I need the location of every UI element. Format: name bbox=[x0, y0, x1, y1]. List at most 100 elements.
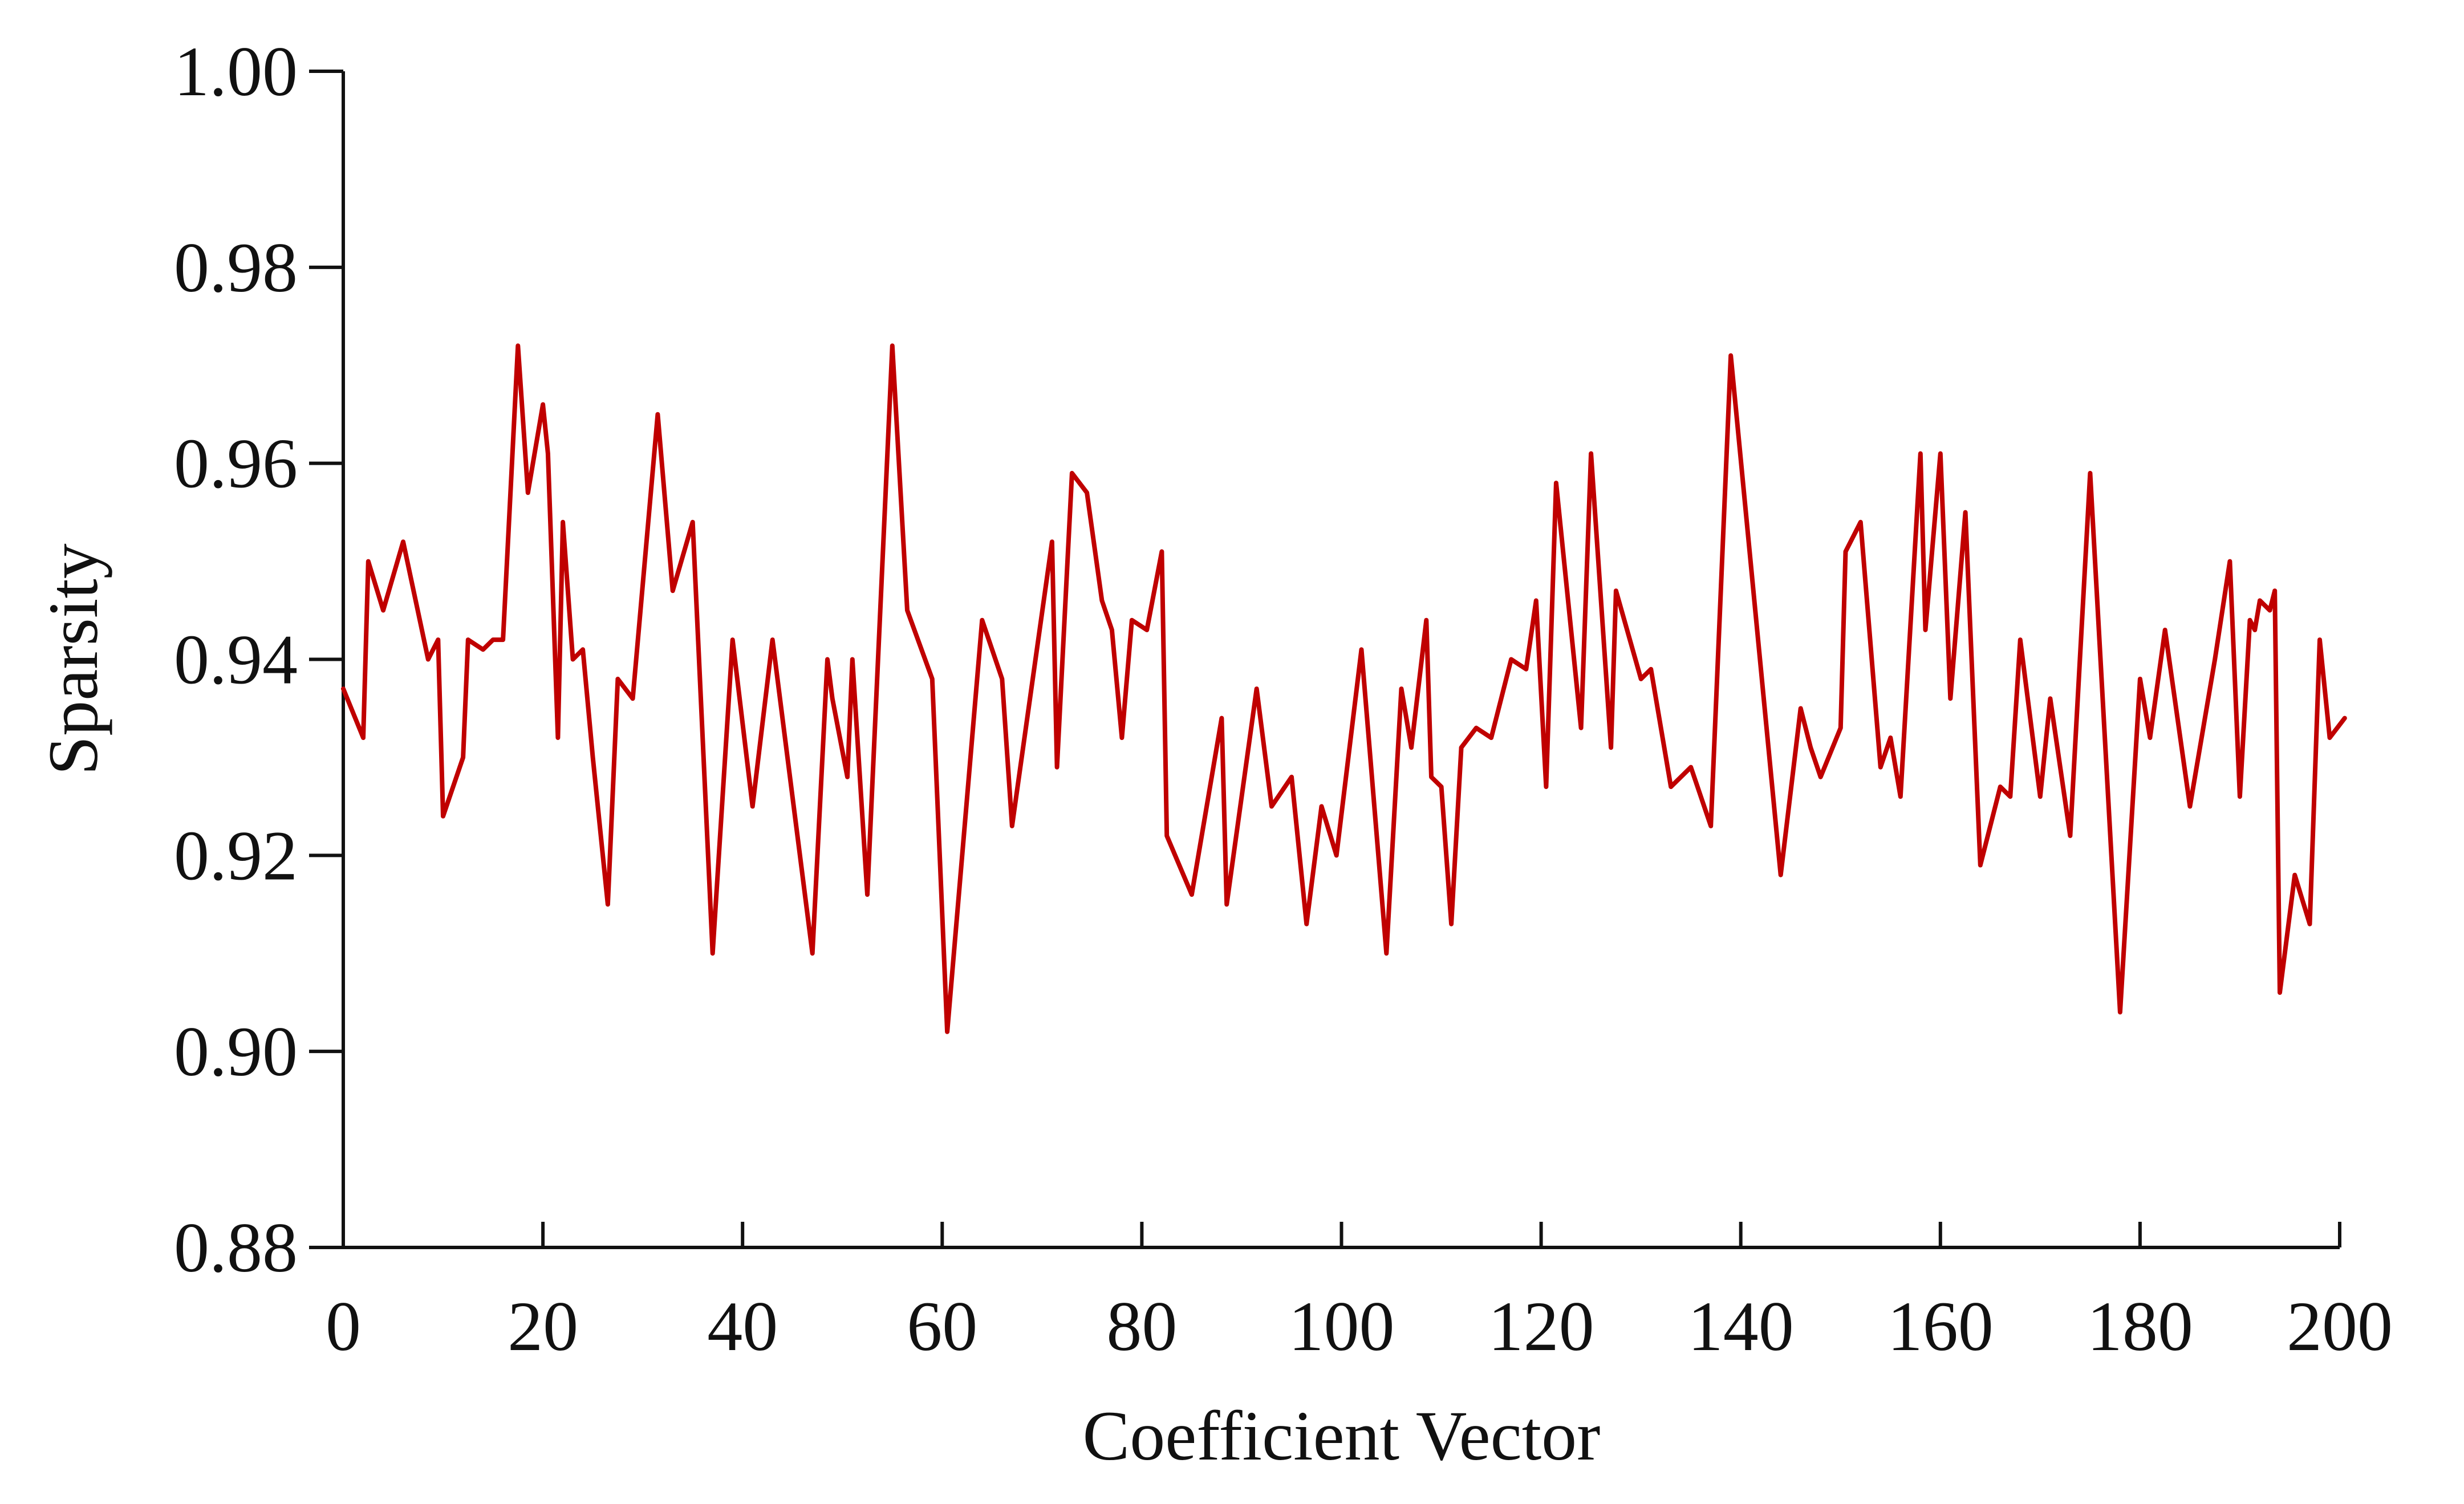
data-point bbox=[546, 452, 550, 456]
data-point bbox=[501, 638, 505, 642]
data-point bbox=[1320, 804, 1324, 808]
data-point bbox=[2008, 795, 2012, 799]
data-point bbox=[1450, 922, 1454, 926]
data-point bbox=[1689, 765, 1693, 769]
x-tick-label: 160 bbox=[1887, 1287, 1994, 1365]
data-point bbox=[1649, 667, 1653, 671]
data-point bbox=[441, 814, 445, 818]
data-point bbox=[616, 677, 620, 681]
data-point bbox=[2068, 834, 2072, 838]
data-point bbox=[2253, 628, 2257, 632]
y-axis-label: Sparsity bbox=[34, 543, 112, 775]
data-point bbox=[1639, 677, 1643, 681]
data-point bbox=[466, 638, 470, 642]
data-point bbox=[1145, 628, 1149, 632]
data-point bbox=[1399, 687, 1403, 691]
data-point bbox=[1669, 785, 1673, 788]
data-point bbox=[1838, 726, 1842, 730]
data-point bbox=[556, 736, 560, 739]
data-point bbox=[1000, 677, 1004, 681]
data-point bbox=[1923, 628, 1927, 632]
data-point bbox=[1963, 510, 1967, 514]
y-tick-label: 0.96 bbox=[174, 425, 298, 503]
data-point bbox=[750, 804, 754, 808]
data-point bbox=[850, 657, 854, 661]
data-point bbox=[826, 657, 829, 661]
data-point bbox=[516, 344, 520, 348]
data-point bbox=[730, 638, 734, 642]
x-tick-label: 40 bbox=[707, 1287, 778, 1365]
y-tick-label: 0.98 bbox=[174, 229, 298, 307]
data-point bbox=[1589, 452, 1593, 456]
data-point bbox=[980, 618, 984, 622]
data-point bbox=[1844, 550, 1848, 554]
y-axis-ticks: 0.88 0.90 0.92 0.94 0.96 0.98 1.00 bbox=[174, 32, 343, 1287]
data-point bbox=[1978, 863, 1982, 867]
data-point bbox=[631, 697, 635, 701]
data-point bbox=[1100, 599, 1104, 603]
data-point bbox=[2238, 795, 2242, 799]
data-point bbox=[381, 608, 385, 612]
x-tick-label: 20 bbox=[508, 1287, 578, 1365]
data-point bbox=[436, 638, 440, 642]
data-point bbox=[1918, 452, 1922, 456]
x-axis-label: Coefficient Vector bbox=[1083, 1397, 1601, 1475]
data-point bbox=[1050, 540, 1054, 544]
x-tick-label: 60 bbox=[907, 1287, 977, 1365]
y-tick-label: 0.88 bbox=[174, 1209, 298, 1287]
data-point bbox=[1305, 922, 1309, 926]
data-point bbox=[2318, 638, 2321, 642]
data-point bbox=[1609, 746, 1613, 750]
data-point bbox=[1474, 726, 1478, 730]
data-point bbox=[671, 589, 675, 593]
data-point bbox=[2308, 922, 2312, 926]
x-tick-label: 140 bbox=[1688, 1287, 1794, 1365]
data-point bbox=[906, 608, 909, 612]
data-point bbox=[2328, 736, 2332, 739]
data-point bbox=[2048, 697, 2052, 701]
data-point bbox=[2213, 657, 2217, 661]
x-tick-label: 100 bbox=[1289, 1287, 1395, 1365]
data-point bbox=[2293, 873, 2297, 877]
data-point bbox=[571, 657, 575, 661]
data-point bbox=[810, 952, 814, 956]
data-point bbox=[2088, 471, 2092, 475]
data-point bbox=[401, 540, 405, 544]
x-tick-label: 120 bbox=[1488, 1287, 1594, 1365]
data-point bbox=[1898, 795, 1902, 799]
y-tick-label: 0.90 bbox=[174, 1013, 298, 1091]
x-tick-label: 200 bbox=[2287, 1287, 2393, 1365]
data-point bbox=[1459, 746, 1463, 750]
data-point bbox=[362, 736, 365, 739]
data-point bbox=[2228, 559, 2232, 563]
data-point bbox=[1509, 657, 1513, 661]
series-line bbox=[341, 343, 2347, 1034]
y-tick-label: 1.00 bbox=[174, 32, 298, 111]
data-point bbox=[1544, 785, 1548, 788]
data-point bbox=[1225, 903, 1229, 907]
y-tick-label: 0.92 bbox=[174, 816, 298, 895]
data-point bbox=[1334, 853, 1338, 857]
data-point bbox=[1554, 481, 1558, 485]
data-point bbox=[2038, 795, 2042, 799]
data-point bbox=[1010, 824, 1014, 828]
data-point bbox=[1614, 589, 1618, 593]
x-axis-ticks: 0 20 40 60 80 100 120 140 160 180 200 bbox=[326, 1222, 2393, 1365]
data-point bbox=[1489, 736, 1493, 739]
data-point bbox=[591, 755, 595, 759]
data-point bbox=[1889, 736, 1893, 739]
data-point bbox=[1729, 353, 1733, 357]
data-point bbox=[2278, 991, 2282, 994]
data-point bbox=[1070, 471, 1074, 475]
data-point bbox=[1818, 775, 1822, 779]
data-point bbox=[1130, 618, 1134, 622]
data-point bbox=[1255, 687, 1259, 691]
data-point bbox=[1779, 873, 1783, 877]
x-tick-label: 80 bbox=[1106, 1287, 1177, 1365]
data-point bbox=[2258, 599, 2262, 603]
data-point bbox=[2188, 804, 2192, 808]
data-point bbox=[1524, 667, 1528, 671]
data-point bbox=[1055, 765, 1059, 769]
data-point bbox=[691, 520, 695, 524]
